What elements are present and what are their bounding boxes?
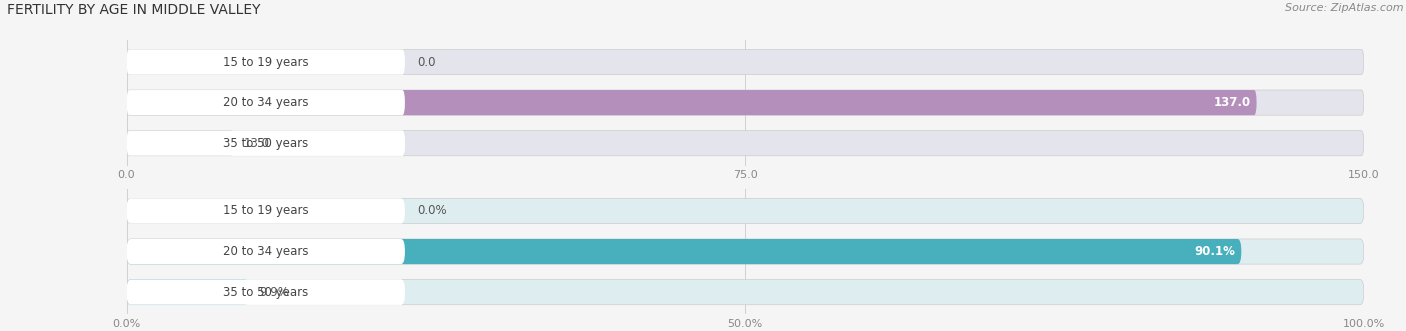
FancyBboxPatch shape <box>127 239 405 264</box>
Text: Source: ZipAtlas.com: Source: ZipAtlas.com <box>1285 3 1403 13</box>
Text: 0.0: 0.0 <box>418 56 436 69</box>
FancyBboxPatch shape <box>127 239 1364 264</box>
FancyBboxPatch shape <box>127 49 1364 74</box>
Text: 15 to 19 years: 15 to 19 years <box>224 205 308 217</box>
FancyBboxPatch shape <box>127 131 405 156</box>
FancyBboxPatch shape <box>127 90 405 115</box>
FancyBboxPatch shape <box>127 280 405 305</box>
Text: FERTILITY BY AGE IN MIDDLE VALLEY: FERTILITY BY AGE IN MIDDLE VALLEY <box>7 3 260 17</box>
FancyBboxPatch shape <box>127 131 405 156</box>
FancyBboxPatch shape <box>127 280 1364 305</box>
FancyBboxPatch shape <box>127 239 1241 264</box>
FancyBboxPatch shape <box>127 90 405 115</box>
Text: 137.0: 137.0 <box>1213 96 1250 109</box>
FancyBboxPatch shape <box>127 239 405 264</box>
Text: 9.9%: 9.9% <box>259 286 288 299</box>
FancyBboxPatch shape <box>127 198 1364 223</box>
FancyBboxPatch shape <box>127 49 405 74</box>
Text: 15 to 19 years: 15 to 19 years <box>224 56 308 69</box>
Text: 0.0%: 0.0% <box>418 205 447 217</box>
Text: 20 to 34 years: 20 to 34 years <box>224 96 308 109</box>
FancyBboxPatch shape <box>127 280 249 305</box>
FancyBboxPatch shape <box>127 90 1364 115</box>
FancyBboxPatch shape <box>127 90 1257 115</box>
FancyBboxPatch shape <box>127 131 1364 156</box>
Text: 20 to 34 years: 20 to 34 years <box>224 245 308 258</box>
Text: 90.1%: 90.1% <box>1194 245 1234 258</box>
FancyBboxPatch shape <box>127 131 233 156</box>
Text: 13.0: 13.0 <box>243 137 270 150</box>
Text: 35 to 50 years: 35 to 50 years <box>224 137 308 150</box>
FancyBboxPatch shape <box>127 280 405 305</box>
FancyBboxPatch shape <box>127 198 405 223</box>
Text: 35 to 50 years: 35 to 50 years <box>224 286 308 299</box>
